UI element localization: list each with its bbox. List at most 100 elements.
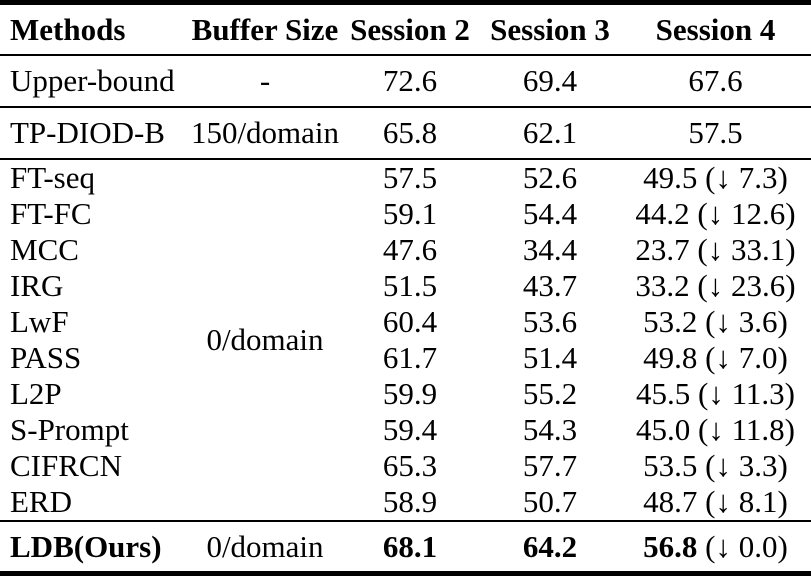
session-3-cell: 52.6 — [522, 160, 578, 195]
session-3-cell: 62.1 — [522, 115, 578, 150]
buffer-size-cell: 0/domain — [206, 322, 324, 357]
table-row: L2P 59.9 55.2 45.5 (↓ 11.3) — [0, 376, 811, 412]
table-row: TP-DIOD-B 150/domain 65.8 62.1 57.5 — [0, 107, 811, 159]
session-4-value: 48.7 — [643, 484, 698, 519]
column-header-session-3: Session 3 — [490, 11, 610, 47]
table-row: MCC 47.6 34.4 23.7 (↓ 33.1) — [0, 232, 811, 268]
session-3-cell: 54.3 — [522, 412, 578, 447]
session-4-value: 57.5 — [688, 115, 743, 150]
session-3-cell: 51.4 — [522, 340, 578, 375]
method-cell: MCC — [10, 232, 79, 267]
method-cell: PASS — [10, 340, 82, 375]
session-4-drop-annotation: (↓ 33.1) — [689, 232, 796, 267]
session-2-cell: 51.5 — [382, 268, 438, 303]
session-3-cell: 53.6 — [522, 304, 578, 339]
method-cell: L2P — [10, 376, 62, 411]
section-zero-buffer: FT-seq 0/domain 57.5 52.6 49.5 (↓ 7.3) FT-FC 5… — [0, 159, 811, 521]
table-row: S-Prompt 59.4 54.3 45.0 (↓ 11.8) — [0, 412, 811, 448]
session-2-cell: 61.7 — [382, 340, 438, 375]
method-cell: CIFRCN — [10, 448, 122, 483]
table-row: IRG 51.5 43.7 33.2 (↓ 23.6) — [0, 268, 811, 304]
table-row: CIFRCN 65.3 57.7 53.5 (↓ 3.3) — [0, 448, 811, 484]
table-row: Upper-bound - 72.6 69.4 67.6 — [0, 55, 811, 107]
session-4-cell: 44.2 (↓ 12.6) — [620, 196, 811, 232]
method-cell: TP-DIOD-B — [10, 115, 165, 150]
table-header: Methods Buffer Size Session 2 Session 3 … — [0, 3, 811, 56]
table-row: PASS 61.7 51.4 49.8 (↓ 7.0) — [0, 340, 811, 376]
session-2-cell: 68.1 — [382, 528, 438, 564]
session-4-value: 49.5 — [643, 160, 698, 195]
session-2-cell: 59.4 — [382, 412, 438, 447]
session-4-value: 33.2 — [635, 268, 690, 303]
session-3-cell: 57.7 — [522, 448, 578, 483]
table-row: LDB(Ours) 0/domain 68.1 64.2 56.8 (↓ 0.0) — [0, 521, 811, 574]
session-4-cell: 57.5 — [620, 107, 811, 159]
session-4-cell: 53.5 (↓ 3.3) — [620, 448, 811, 484]
session-4-cell: 23.7 (↓ 33.1) — [620, 232, 811, 268]
session-4-value: 56.8 — [643, 528, 698, 564]
buffer-size-cell: 0/domain — [206, 528, 324, 564]
buffer-size-cell: - — [259, 63, 271, 98]
session-4-value: 45.0 — [636, 412, 691, 447]
session-4-value: 53.2 — [643, 304, 698, 339]
session-4-drop-annotation: (↓ 3.3) — [697, 448, 788, 483]
table-row: FT-seq 0/domain 57.5 52.6 49.5 (↓ 7.3) — [0, 159, 811, 357]
session-4-drop-annotation: (↓ 0.0) — [697, 528, 788, 564]
session-4-cell: 56.8 (↓ 0.0) — [620, 521, 811, 574]
method-cell: LDB(Ours) — [10, 528, 162, 564]
header-row: Methods Buffer Size Session 2 Session 3 … — [0, 3, 811, 56]
session-2-cell: 65.3 — [382, 448, 438, 483]
session-2-cell: 47.6 — [382, 232, 438, 267]
session-4-value: 67.6 — [688, 63, 743, 98]
session-4-value: 53.5 — [643, 448, 698, 483]
session-4-drop-annotation: (↓ 7.0) — [697, 340, 788, 375]
session-3-cell: 54.4 — [522, 196, 578, 231]
column-header-buffer-size: Buffer Size — [191, 11, 339, 47]
column-header-session-2: Session 2 — [350, 11, 470, 47]
section-ours: LDB(Ours) 0/domain 68.1 64.2 56.8 (↓ 0.0) — [0, 521, 811, 574]
column-header-methods: Methods — [10, 11, 126, 47]
method-cell: IRG — [10, 268, 64, 303]
session-3-cell: 43.7 — [522, 268, 578, 303]
session-4-cell: 53.2 (↓ 3.6) — [620, 304, 811, 340]
session-4-cell: 48.7 (↓ 8.1) — [620, 484, 811, 521]
session-4-value: 23.7 — [635, 232, 690, 267]
session-2-cell: 65.8 — [382, 115, 438, 150]
session-3-cell: 34.4 — [522, 232, 578, 267]
session-2-cell: 59.1 — [382, 196, 438, 231]
method-cell: FT-FC — [10, 196, 92, 231]
session-4-drop-annotation: (↓ 11.3) — [690, 376, 795, 411]
method-cell: LwF — [10, 304, 69, 339]
session-4-cell: 45.0 (↓ 11.8) — [620, 412, 811, 448]
session-2-cell: 57.5 — [382, 160, 438, 195]
session-4-drop-annotation: (↓ 12.6) — [689, 196, 796, 231]
session-4-drop-annotation: (↓ 7.3) — [697, 160, 788, 195]
section-buffer-baseline: TP-DIOD-B 150/domain 65.8 62.1 57.5 — [0, 107, 811, 159]
method-cell: FT-seq — [10, 160, 95, 195]
session-3-cell: 55.2 — [522, 376, 578, 411]
session-4-value: 49.8 — [643, 340, 698, 375]
session-4-drop-annotation: (↓ 3.6) — [697, 304, 788, 339]
session-4-cell: 45.5 (↓ 11.3) — [620, 376, 811, 412]
session-2-cell: 58.9 — [382, 484, 438, 519]
method-cell: Upper-bound — [10, 63, 175, 98]
session-3-cell: 50.7 — [522, 484, 578, 519]
column-header-session-4: Session 4 — [655, 11, 776, 47]
session-2-cell: 59.9 — [382, 376, 438, 411]
session-4-cell: 49.8 (↓ 7.0) — [620, 340, 811, 376]
session-2-cell: 60.4 — [382, 304, 438, 339]
method-cell: ERD — [10, 484, 72, 519]
session-4-value: 45.5 — [636, 376, 691, 411]
table-row: ERD 58.9 50.7 48.7 (↓ 8.1) — [0, 484, 811, 521]
section-upper-bound: Upper-bound - 72.6 69.4 67.6 — [0, 55, 811, 107]
session-4-cell: 49.5 (↓ 7.3) — [620, 159, 811, 196]
buffer-size-cell: 150/domain — [190, 115, 340, 150]
session-4-drop-annotation: (↓ 11.8) — [690, 412, 795, 447]
session-3-cell: 64.2 — [522, 528, 578, 564]
session-4-cell: 33.2 (↓ 23.6) — [620, 268, 811, 304]
table-row: FT-FC 59.1 54.4 44.2 (↓ 12.6) — [0, 196, 811, 232]
method-cell: S-Prompt — [10, 412, 129, 447]
session-3-cell: 69.4 — [522, 63, 578, 98]
